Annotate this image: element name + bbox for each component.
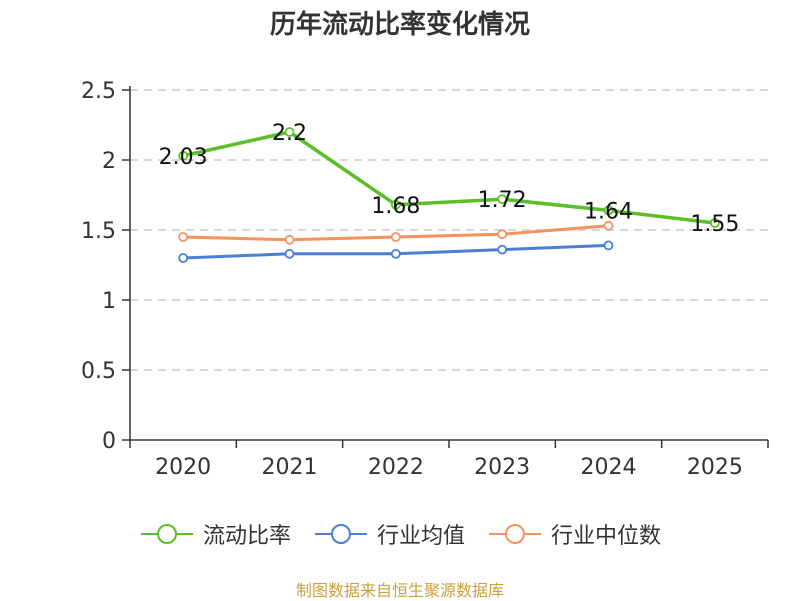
legend-label: 流动比率 xyxy=(202,524,291,549)
y-tick-label: 2 xyxy=(102,149,116,174)
data-point xyxy=(603,205,614,216)
legend-item-industry-median[interactable]: 行业中位数 xyxy=(487,518,661,550)
data-point xyxy=(284,127,295,137)
legend-item-industry-average[interactable]: 行业均值 xyxy=(313,518,465,550)
source-note: 制图数据来自恒生聚源数据库 xyxy=(295,581,504,600)
data-label: 1.55 xyxy=(690,212,739,237)
data-point xyxy=(178,150,189,161)
data-point xyxy=(178,232,189,242)
legend-item-current-ratio[interactable]: 流动比率 xyxy=(139,518,291,550)
data-point xyxy=(390,199,401,210)
data-label: 2.03 xyxy=(159,145,208,170)
data-point xyxy=(390,232,401,242)
data-label: 1.68 xyxy=(371,194,420,219)
y-tick-label: 1.5 xyxy=(81,219,116,244)
legend-swatch-icon xyxy=(489,524,541,544)
data-point xyxy=(178,253,189,263)
x-tick-label: 2020 xyxy=(155,455,211,480)
x-tick-label: 2025 xyxy=(687,455,743,480)
chart-title: 历年流动比率变化情况 xyxy=(269,10,530,40)
x-tick-label: 2022 xyxy=(368,455,424,480)
data-point xyxy=(284,234,295,245)
x-tick-label: 2021 xyxy=(262,455,318,480)
data-point xyxy=(709,218,720,228)
y-tick-label: 0.5 xyxy=(81,359,116,384)
data-point xyxy=(603,240,614,251)
legend: 流动比率 行业均值 行业中位数 xyxy=(0,518,800,550)
data-label: 1.64 xyxy=(584,199,633,224)
y-tick-label: 1 xyxy=(102,289,116,314)
legend-swatch-icon xyxy=(140,524,193,544)
series-line xyxy=(182,130,716,225)
y-tick-label: 2.5 xyxy=(81,79,116,104)
x-tick-label: 2024 xyxy=(581,455,637,480)
legend-label: 行业均值 xyxy=(376,524,465,549)
data-point xyxy=(603,220,614,231)
data-label: 2.2 xyxy=(272,121,307,146)
x-tick-label: 2023 xyxy=(474,455,530,480)
y-tick-label: 0 xyxy=(102,429,116,454)
data-point xyxy=(497,229,508,240)
data-label: 1.72 xyxy=(478,188,527,213)
data-point xyxy=(497,244,508,255)
data-point xyxy=(497,194,508,205)
data-point xyxy=(390,248,401,259)
data-point xyxy=(284,248,295,259)
legend-swatch-icon xyxy=(314,524,367,544)
legend-label: 行业中位数 xyxy=(551,524,662,549)
